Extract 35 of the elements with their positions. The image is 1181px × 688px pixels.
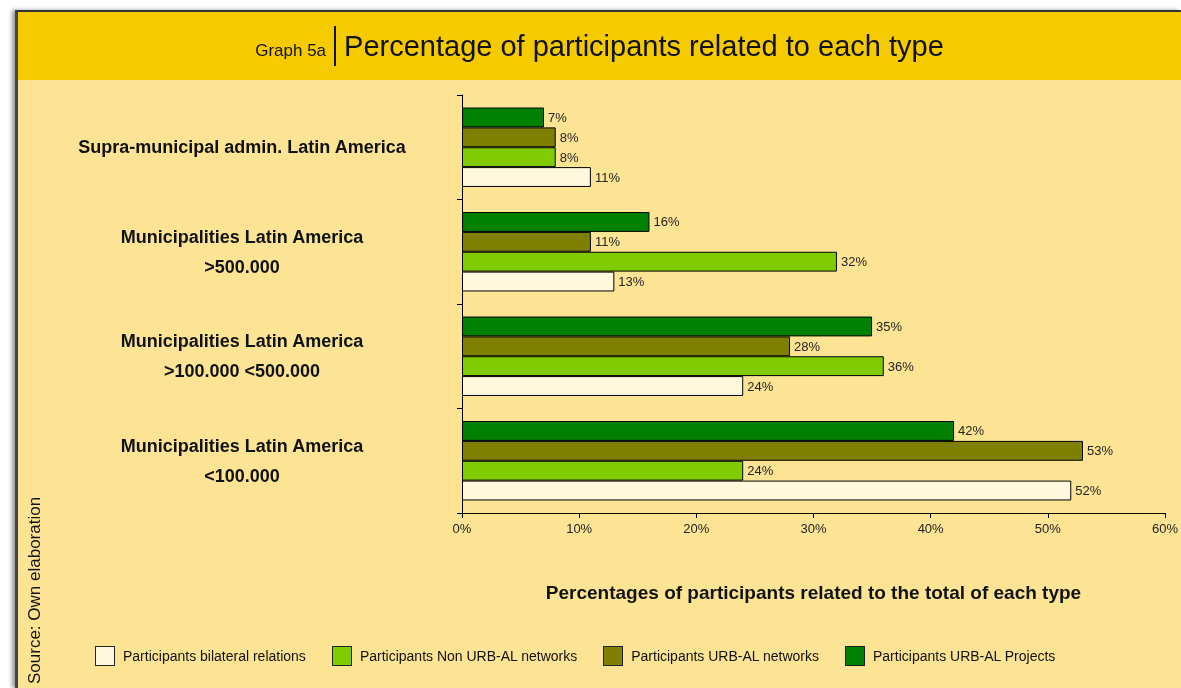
source-note: Source: Own elaboration	[25, 496, 44, 684]
data-label: 53%	[1086, 443, 1114, 459]
data-label: 35%	[876, 318, 903, 334]
data-label: 11%	[594, 169, 621, 185]
data-label: 7%	[548, 109, 568, 125]
legend-label: Participants Non URB-AL networks	[359, 648, 578, 664]
legend-label: Participants URB-AL Projects	[873, 648, 1056, 664]
data-label: 13%	[618, 274, 645, 290]
y-tick-label: Municipalities Latin America >100.000 <500.000	[120, 331, 365, 382]
x-tick-label: 10%	[566, 521, 593, 536]
data-label: 52%	[1075, 483, 1102, 499]
chart-title: Percentage of participants related to each type	[334, 26, 944, 66]
data-label: 8%	[559, 129, 579, 145]
data-label: 42%	[958, 423, 985, 439]
x-tick-label: 30%	[800, 521, 827, 536]
y-tick-label: Supra-municipal admin. Latin America	[78, 137, 407, 158]
y-tick-label: Municipalities Latin America >500.000	[120, 226, 365, 277]
x-tick-label: 60%	[1151, 521, 1179, 536]
data-label: 24%	[747, 463, 774, 479]
text: Graph 5a	[255, 41, 328, 61]
data-label: 28%	[794, 338, 821, 354]
y-tick-label: Municipalities Latin America <100.000	[120, 435, 365, 486]
data-label: 24%	[747, 378, 774, 394]
x-tick-label: 0%	[452, 521, 472, 536]
data-label: 16%	[653, 214, 680, 230]
data-label: 36%	[887, 358, 915, 374]
legend-label: Participants URB-AL networks	[631, 648, 819, 664]
x-tick-label: 40%	[917, 521, 945, 536]
data-label: 11%	[594, 234, 621, 250]
data-label: 8%	[559, 149, 579, 165]
legend-label: Participants bilateral relations	[123, 648, 306, 664]
x-tick-label: 20%	[683, 521, 710, 536]
data-label: 32%	[840, 254, 868, 270]
x-tick-label: 50%	[1034, 521, 1062, 536]
x-axis-title: Percentages of participants related to the total of each type	[545, 582, 1082, 603]
